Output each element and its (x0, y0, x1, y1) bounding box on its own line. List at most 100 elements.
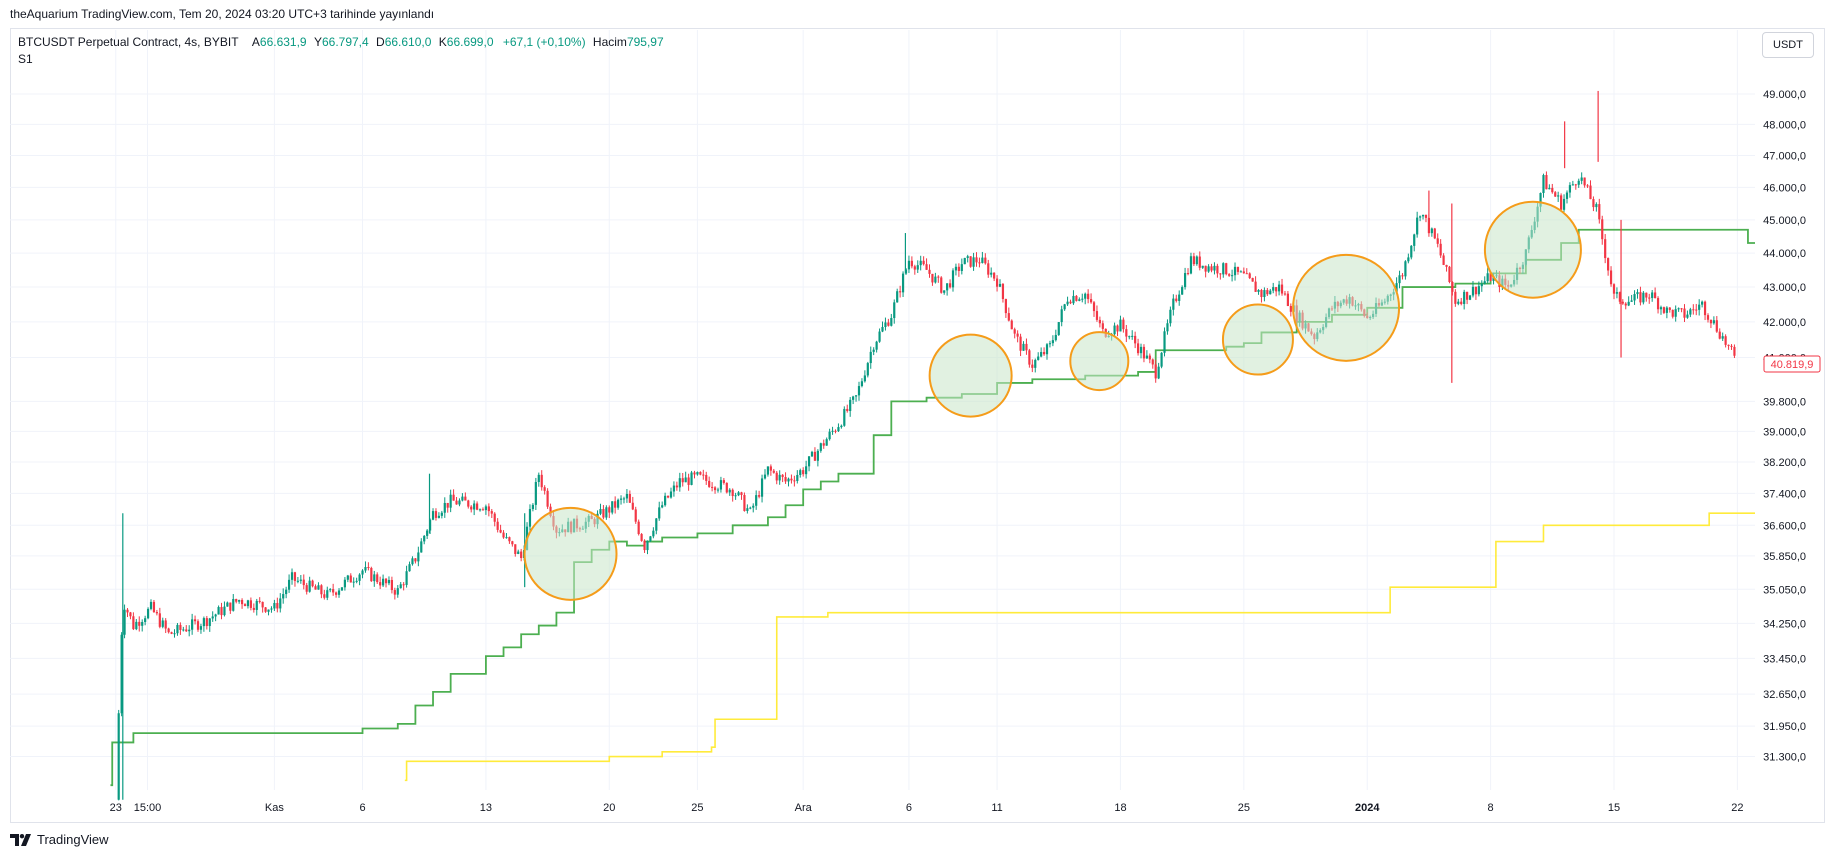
candle-body (217, 607, 220, 615)
candle-body (179, 624, 182, 630)
chart-legend: BTCUSDT Perpetual Contract, 4s, BYBIT A6… (18, 35, 664, 49)
candle-body (1089, 299, 1093, 303)
candle-body (305, 585, 308, 592)
candle-body (182, 629, 185, 631)
candle-body (1216, 265, 1219, 274)
high-value: 66.797,4 (321, 35, 369, 49)
candle-body (1001, 283, 1005, 300)
candle-body (1178, 294, 1181, 301)
candle-body (872, 349, 875, 352)
candle-body (1257, 289, 1260, 292)
candle-body (716, 489, 720, 491)
candle-body (1181, 287, 1184, 295)
candle-body (1483, 281, 1486, 284)
candle-body (155, 612, 158, 614)
candle-body (446, 502, 449, 508)
candle-body (649, 536, 652, 541)
candle-body (1087, 293, 1090, 300)
candle-body (1081, 298, 1084, 300)
candle-body (1019, 336, 1022, 351)
candle-body (1028, 350, 1031, 365)
candle-body (687, 477, 690, 485)
candle-body (681, 478, 684, 483)
candle-body (1145, 355, 1148, 359)
candle-body (296, 580, 299, 582)
candle-body (1436, 238, 1439, 244)
candle-body (349, 575, 352, 583)
candle-body (332, 589, 335, 593)
symbol-label[interactable]: BTCUSDT Perpetual Contract, 4s, BYBIT (18, 35, 239, 49)
candle-body (957, 266, 960, 271)
candle-body (232, 599, 235, 611)
candle-body (1457, 301, 1460, 304)
candle-body (849, 399, 852, 412)
candle-body (995, 278, 999, 287)
candle-body (1715, 320, 1718, 332)
yellow-line-path (404, 512, 1755, 782)
candle-body (326, 590, 329, 598)
price-tick-label: 39.800,0 (1763, 396, 1806, 408)
candle-body (658, 507, 661, 519)
candle-body (951, 270, 955, 288)
candle-body (158, 613, 161, 627)
candle-body (1489, 273, 1492, 281)
candle-body (893, 302, 896, 319)
candle-body (1718, 331, 1721, 339)
candle-body (646, 540, 649, 551)
candle-body (946, 283, 949, 291)
candle-body (1266, 290, 1269, 295)
candle-body (702, 474, 705, 476)
candle-body (364, 567, 367, 571)
candle-body (379, 582, 382, 586)
candle-body (752, 505, 755, 508)
candle-body (619, 498, 623, 500)
candle-body (490, 511, 493, 514)
candle-body (1689, 309, 1692, 315)
candle-body (813, 451, 817, 461)
candle-body (828, 431, 831, 440)
candle-body (1659, 307, 1663, 310)
candle-body (334, 592, 338, 595)
candle-body (793, 480, 796, 482)
price-tick-label: 38.200,0 (1763, 457, 1806, 469)
time-axis: 23 15:00 Kas 6 13 20 25 Ara 6 11 18 25 2024 8 15 22 (110, 802, 1744, 814)
candle-body (1601, 219, 1604, 240)
candle-body (1034, 359, 1037, 368)
candle-body (520, 551, 523, 559)
candle-body (1692, 309, 1695, 311)
time-tick-label: 23 (110, 802, 122, 814)
candle-body (975, 257, 978, 263)
candle-body (640, 534, 643, 541)
candle-body (146, 608, 150, 619)
candle-body (922, 260, 925, 265)
tradingview-logo-icon (10, 833, 31, 846)
candle-body (214, 614, 217, 617)
candle-body (852, 396, 855, 400)
candle-body (440, 512, 443, 516)
candle-body (1609, 270, 1613, 285)
candle-body (1172, 298, 1175, 310)
study-label[interactable]: S1 (18, 52, 33, 66)
candle-body (1580, 177, 1583, 181)
candle-body (1045, 344, 1049, 355)
tradingview-brand[interactable]: TradingView (10, 832, 109, 847)
candle-body (511, 541, 514, 545)
candle-body (737, 492, 740, 496)
green-indicator-line (110, 228, 1755, 787)
candle-body (293, 572, 297, 581)
low-label: D (376, 35, 385, 49)
candle-body (414, 558, 417, 562)
candle-body (1160, 352, 1163, 367)
candle-body (928, 269, 931, 274)
candle-body (910, 260, 913, 267)
candle-body (1233, 266, 1237, 276)
candle-body (1724, 336, 1727, 345)
candle-body (1416, 217, 1419, 235)
candle-body (370, 567, 373, 582)
candle-body (373, 574, 376, 582)
currency-button[interactable]: USDT (1762, 32, 1814, 58)
candle-body (1674, 309, 1677, 317)
candle-body (925, 264, 928, 270)
candle-body (1151, 359, 1154, 365)
